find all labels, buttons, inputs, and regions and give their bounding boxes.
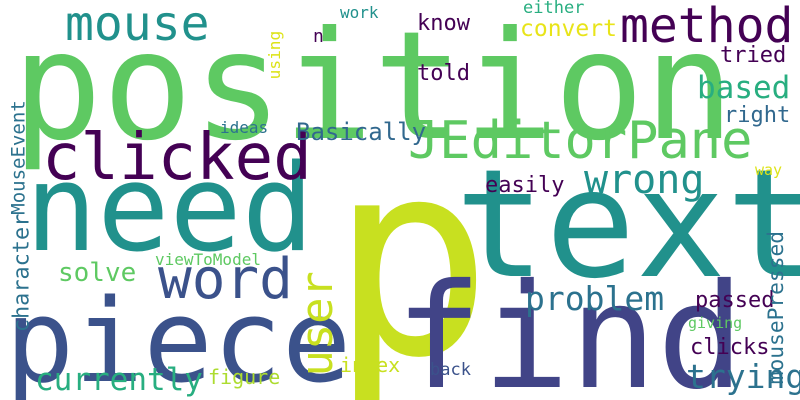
- word-convert: convert: [520, 16, 617, 42]
- word-mouseevent: MouseEvent: [7, 99, 30, 215]
- word-giving: giving: [688, 314, 743, 332]
- word-way: way: [755, 161, 783, 179]
- word-basically: Basically: [296, 118, 427, 146]
- word-right: right: [724, 103, 791, 128]
- word-index: index: [340, 353, 401, 377]
- word-work: work: [340, 3, 379, 22]
- word-clicks: clicks: [690, 335, 770, 360]
- word-piece: piece: [5, 275, 352, 400]
- word-n: n: [313, 26, 324, 47]
- word-ideas: ideas: [220, 118, 269, 137]
- word-trying: trying: [686, 357, 800, 396]
- word-jeditorpane: JEditorPane: [408, 111, 753, 171]
- word-need: need: [25, 140, 314, 279]
- word-told: told: [417, 61, 470, 86]
- word-based: based: [697, 70, 791, 106]
- word-clicked: clicked: [42, 121, 312, 195]
- word-mousepressed: mousePressed: [763, 230, 789, 384]
- word-wrong: wrong: [584, 157, 705, 203]
- word-mouse: mouse: [65, 0, 210, 52]
- word-know: know: [417, 11, 470, 36]
- word-currently: currently: [35, 362, 203, 398]
- word-passed: passed: [695, 288, 775, 313]
- word-find: find: [395, 253, 745, 400]
- word-text: text: [455, 138, 800, 312]
- word-p: p: [330, 102, 493, 400]
- word-tried: tried: [720, 43, 787, 68]
- word-method: method: [620, 0, 794, 54]
- word-character: character: [9, 213, 35, 333]
- word-user: user: [291, 271, 343, 377]
- word-solve: solve: [58, 258, 137, 288]
- word-word: word: [158, 247, 293, 312]
- word-viewtomodel: viewToModel: [155, 250, 261, 269]
- word-back: back: [430, 360, 471, 380]
- word-easily: easily: [485, 173, 565, 198]
- word-position: position: [12, 0, 735, 174]
- word-figure: figure: [208, 365, 281, 389]
- word-either: either: [523, 0, 585, 18]
- word-using: using: [264, 30, 284, 80]
- word-problem: problem: [525, 279, 665, 318]
